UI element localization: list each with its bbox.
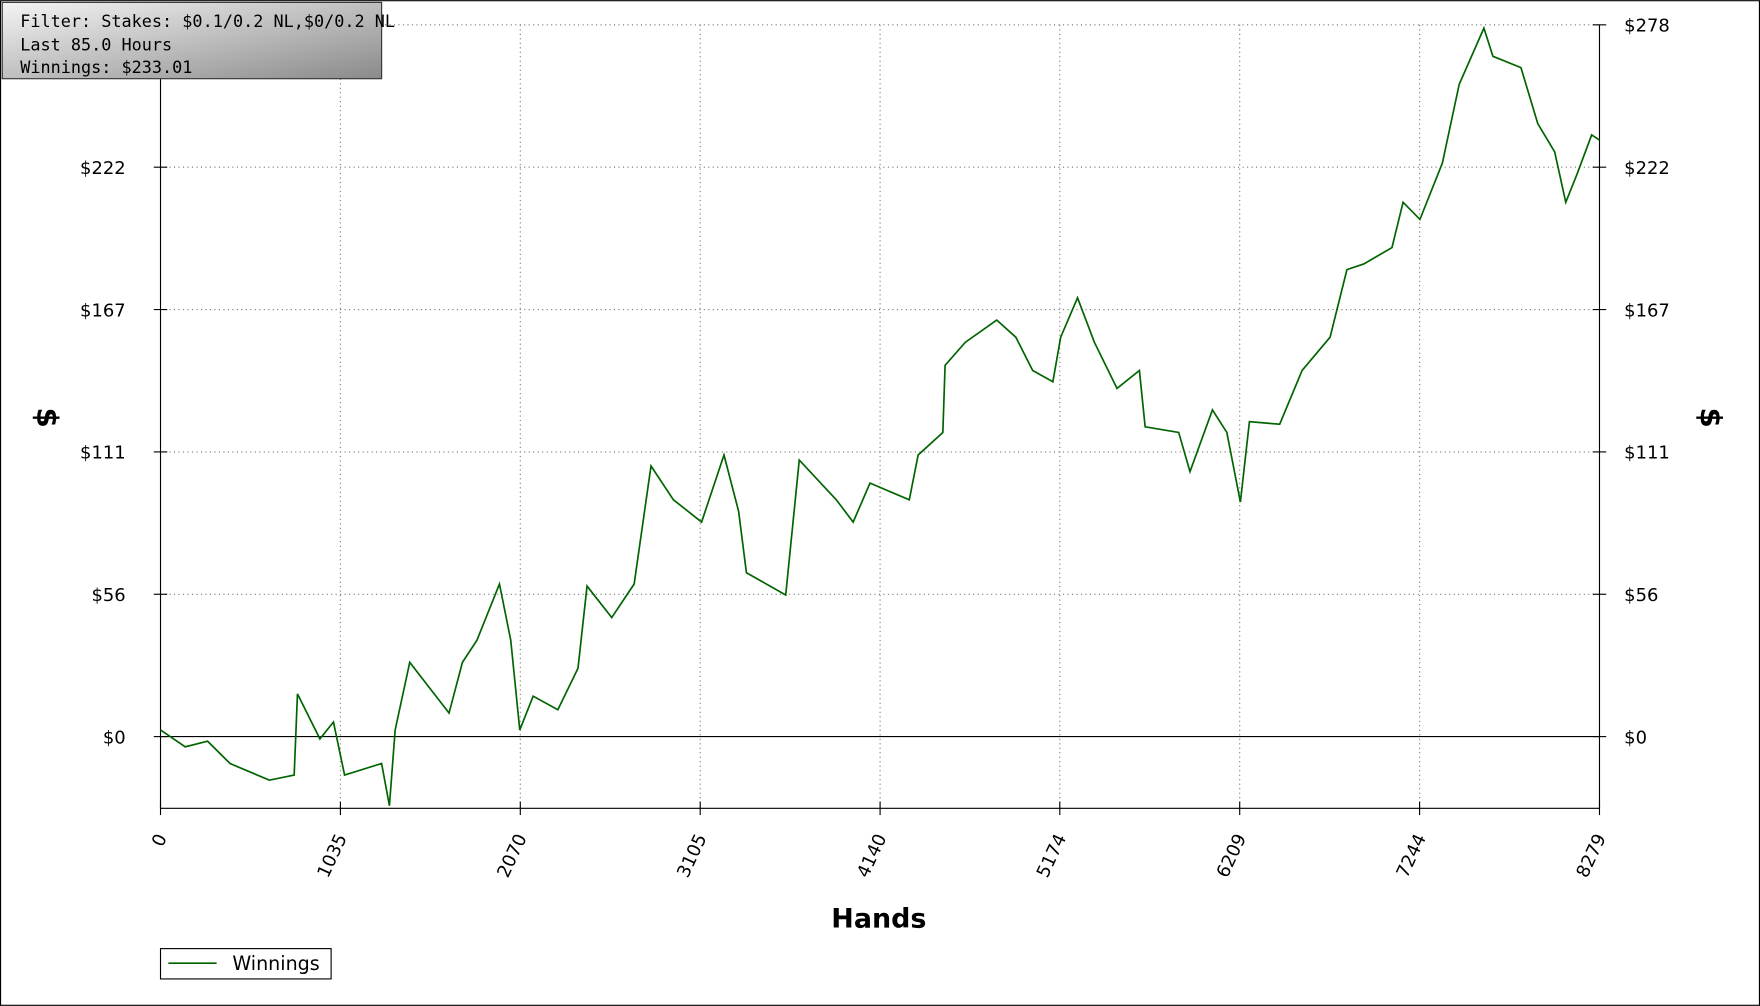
y-tick-label-right: $278 (1624, 16, 1670, 37)
y-tick-label: $111 (80, 443, 126, 464)
y-tick-label: $222 (80, 158, 126, 179)
grid (160, 24, 1600, 809)
x-axis-label: Hands (831, 903, 926, 934)
info-line: Winnings: $233.01 (20, 57, 192, 77)
y-axis-label: $ (30, 408, 64, 428)
legend-label: Winnings (232, 953, 319, 975)
y-tick-label-right: $111 (1624, 443, 1670, 464)
y-tick-label-right: $222 (1624, 158, 1670, 179)
series-line (160, 25, 1600, 806)
y-axis-label-right: $ (1693, 408, 1727, 428)
info-line: Filter: Stakes: $0.1/0.2 NL,$0/0.2 NL (20, 11, 395, 31)
y-tick-label-right: $56 (1624, 585, 1658, 606)
y-tick-label: $167 (80, 300, 126, 321)
info-box (1, 1, 383, 80)
y-tick-label-right: $0 (1624, 727, 1647, 748)
info-line: Last 85.0 Hours (20, 35, 172, 55)
plot (160, 25, 1600, 806)
y-tick-label-right: $167 (1624, 300, 1670, 321)
y-tick-label: $0 (103, 727, 126, 748)
y-tick-label: $56 (91, 585, 125, 606)
axes: $0$0$56$56$111$111$167$167$222$222$278$2… (80, 16, 1670, 881)
